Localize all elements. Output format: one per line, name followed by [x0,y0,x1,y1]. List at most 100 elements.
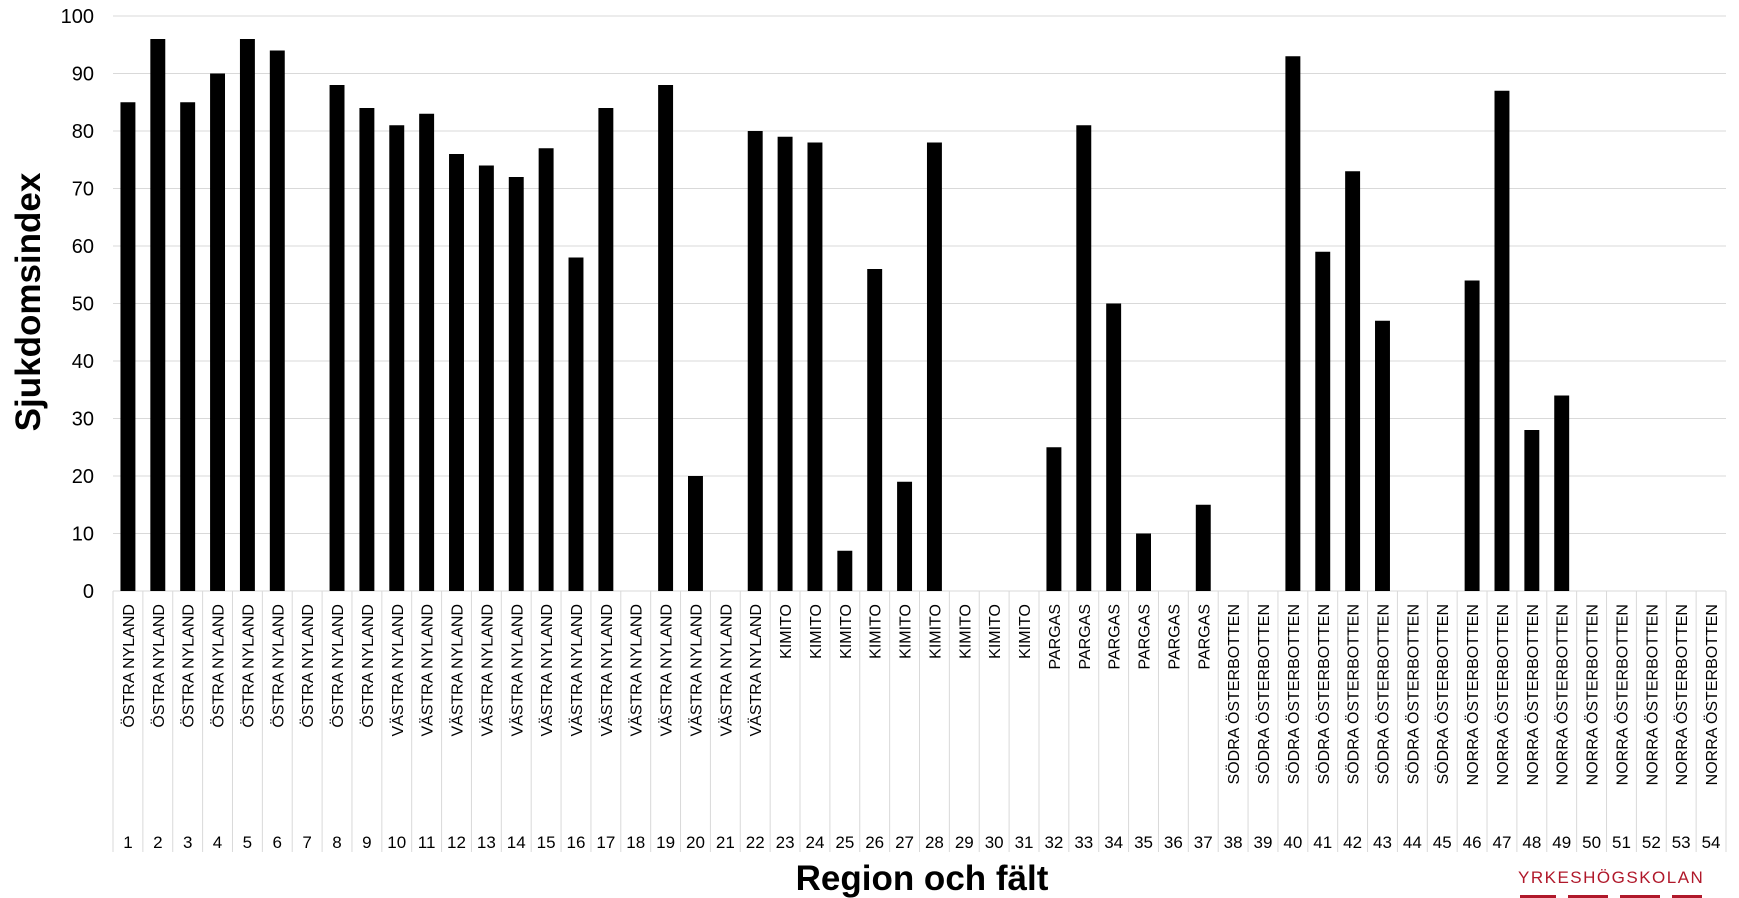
x-tick-region-label: VÄSTRA NYLAND [449,604,467,736]
x-tick-number-label: 5 [243,833,252,852]
x-tick-number-label: 42 [1343,833,1362,852]
x-tick-number-label: 1 [123,833,132,852]
bar [1464,280,1480,591]
x-tick-number-label: 36 [1164,833,1183,852]
y-tick-label: 50 [72,294,94,316]
bar [926,142,942,591]
x-axis-categories: ÖSTRA NYLAND 1 ÖSTRA NYLAND 2 ÖSTRA NYLAND 3 Ö… [112,591,1727,852]
x-tick-number-label: 29 [955,833,974,852]
x-tick-region-label: VÄSTRA NYLAND [628,604,646,736]
x-tick-region-label: ÖSTRA NYLAND [299,604,317,728]
x-tick-region-label: VÄSTRA NYLAND [658,604,676,736]
x-tick-region-label: KIMITO [987,604,1004,659]
y-tick-label: 60 [72,236,94,258]
x-tick-number-label: 48 [1522,833,1541,852]
x-tick-number-label: 49 [1552,833,1571,852]
x-tick-region-label: NORRA ÖSTERBOTTEN [1464,604,1482,785]
x-tick-region-label: PARGAS [1107,604,1124,670]
x-tick-region-label: VÄSTRA NYLAND [508,604,526,736]
y-axis-label: Sjukdomsindex [9,172,48,431]
x-tick-region-label: SÖDRA ÖSTERBOTTEN [1315,604,1333,784]
x-tick-region-label: SÖDRA ÖSTERBOTTEN [1225,604,1243,784]
x-tick-region-label: SÖDRA ÖSTERBOTTEN [1255,604,1273,784]
x-tick-region-label: NORRA ÖSTERBOTTEN [1613,604,1631,785]
x-tick-region-label: ÖSTRA NYLAND [150,604,168,728]
x-tick-number-label: 21 [716,833,735,852]
x-tick-number-label: 30 [985,833,1004,852]
x-tick-region-label: PARGAS [1077,604,1094,670]
x-tick-region-label: ÖSTRA NYLAND [239,604,257,728]
x-tick-region-label: NORRA ÖSTERBOTTEN [1494,604,1512,785]
bar [210,73,226,591]
x-tick-region-label: PARGAS [1137,604,1154,670]
x-tick-region-label: SÖDRA ÖSTERBOTTEN [1374,604,1392,784]
x-tick-number-label: 34 [1104,833,1123,852]
bar [269,50,285,591]
bar [389,125,405,591]
x-tick-region-label: SÖDRA ÖSTERBOTTEN [1285,604,1303,784]
x-tick-number-label: 31 [1015,833,1034,852]
x-tick-region-label: NORRA ÖSTERBOTTEN [1703,604,1721,785]
bar [1195,504,1211,591]
x-tick-number-label: 40 [1283,833,1302,852]
x-tick-region-label: SÖDRA ÖSTERBOTTEN [1404,604,1422,784]
x-tick-number-label: 10 [387,833,406,852]
x-tick-number-label: 11 [418,833,436,852]
x-tick-region-label: KIMITO [868,604,885,659]
x-tick-number-label: 18 [626,833,645,852]
x-tick-region-label: VÄSTRA NYLAND [419,604,437,736]
x-tick-number-label: 15 [537,833,556,852]
x-tick-region-label: NORRA ÖSTERBOTTEN [1643,604,1661,785]
x-tick-number-label: 26 [865,833,884,852]
bar [1554,395,1570,591]
x-axis-label: Region och fält [796,859,1049,898]
x-tick-number-label: 37 [1194,833,1213,852]
bar [688,476,703,591]
bar [1106,303,1122,591]
y-tick-label: 30 [72,409,94,431]
y-tick-label: 100 [61,6,94,28]
x-tick-number-label: 46 [1463,833,1482,852]
x-tick-region-label: KIMITO [808,604,825,659]
y-tick-label: 80 [72,121,94,143]
bar [897,481,913,591]
bar [1524,430,1540,591]
x-tick-region-label: ÖSTRA NYLAND [329,604,347,728]
y-tick-label: 20 [72,466,94,488]
x-tick-number-label: 28 [925,833,944,852]
x-tick-region-label: NORRA ÖSTERBOTTEN [1554,604,1572,785]
bar [538,148,554,591]
bar [150,39,166,591]
x-tick-region-label: VÄSTRA NYLAND [717,604,735,736]
y-tick-label: 0 [83,581,94,603]
bar [329,85,345,591]
x-tick-region-label: KIMITO [898,604,915,659]
y-tick-label: 70 [72,179,94,201]
bar [508,177,524,591]
x-tick-region-label: KIMITO [778,604,795,659]
logo-text: YRKESHÖGSKOLAN [1518,868,1705,887]
x-tick-number-label: 32 [1044,833,1063,852]
bar [658,85,674,591]
bar [1345,171,1361,591]
school-logo: YRKESHÖGSKOLAN [1518,868,1714,898]
y-tick-label: 40 [72,351,94,373]
x-tick-number-label: 33 [1074,833,1093,852]
bar [180,102,196,591]
bar [1494,90,1510,591]
x-tick-region-label: NORRA ÖSTERBOTTEN [1673,604,1691,785]
bar [449,154,464,591]
x-tick-number-label: 44 [1403,833,1422,852]
x-tick-number-label: 47 [1493,833,1512,852]
x-tick-number-label: 39 [1254,833,1273,852]
x-tick-region-label: KIMITO [838,604,855,659]
y-tick-label: 10 [72,524,94,546]
x-tick-number-label: 17 [596,833,615,852]
bar [1046,447,1062,591]
x-tick-number-label: 6 [273,833,282,852]
x-tick-number-label: 23 [776,833,795,852]
x-tick-region-label: VÄSTRA NYLAND [598,604,616,736]
bar [359,108,375,591]
x-tick-number-label: 3 [183,833,192,852]
